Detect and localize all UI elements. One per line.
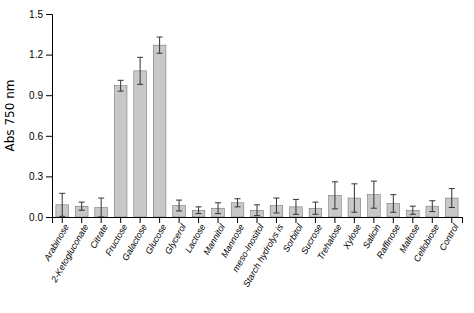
error-bar (79, 202, 85, 210)
x-tick-label: Starch hydrolys is (241, 222, 285, 289)
error-bar (390, 195, 396, 213)
x-tick-label: 2-Ketogluconate (49, 222, 91, 285)
error-bar (196, 207, 202, 214)
x-axis-line (53, 218, 463, 224)
error-bar (137, 57, 143, 84)
y-tick: 0.0 (29, 212, 52, 223)
y-tick-mark (46, 14, 52, 15)
error-bar (410, 206, 416, 214)
x-tick-label: Xylose (341, 222, 364, 251)
y-tick-mark (46, 176, 52, 177)
y-axis-title: Abs 750 nm (3, 80, 17, 152)
y-tick-mark (46, 55, 52, 56)
y-tick: 0.3 (29, 171, 52, 182)
x-tick: Trehalose (315, 217, 343, 261)
error-bar (215, 203, 221, 214)
error-bar (312, 202, 318, 214)
error-bar (59, 193, 65, 216)
y-tick: 0.9 (29, 90, 52, 101)
bar (114, 86, 127, 217)
x-tick-label: Galactose (120, 222, 149, 262)
error-bar (98, 198, 104, 217)
error-bar (273, 198, 279, 213)
x-tick: Galactose (120, 217, 149, 262)
error-bar (254, 205, 260, 216)
y-tick-label: 1.2 (29, 49, 43, 60)
error-bar (371, 181, 377, 208)
x-tick: Starch hydrolys is (241, 217, 285, 289)
x-tick-label: Control (437, 221, 461, 252)
y-tick: 1.5 (29, 9, 52, 20)
y-tick: 0.6 (29, 131, 52, 142)
x-tick-label: Trehalose (315, 222, 343, 261)
y-tick-label: 0.9 (29, 90, 43, 101)
error-bar (332, 182, 338, 209)
y-tick-mark (46, 136, 52, 137)
error-bar (293, 199, 299, 214)
x-tick-label: Cellobiose (411, 222, 441, 263)
y-tick-mark (46, 217, 52, 218)
chart: 0.0 0.3 0.6 0.9 1.2 1.5 Arabinose2-Ketoglucona… (0, 0, 474, 313)
x-tick: Control (437, 217, 461, 252)
error-bar (429, 201, 435, 212)
marks (56, 37, 458, 217)
x-tick: Cellobiose (411, 217, 441, 264)
y-tick-label: 0.0 (29, 212, 43, 223)
plot: 0.0 0.3 0.6 0.9 1.2 1.5 Arabinose2-Ketoglucona… (29, 9, 462, 289)
x-axis: Arabinose2-KetogluconateCitrateFructoseG… (42, 217, 463, 289)
y-tick-label: 1.5 (29, 9, 43, 20)
error-bar (235, 199, 241, 207)
error-bar (157, 37, 163, 53)
error-bar (118, 80, 124, 91)
error-bar (449, 189, 455, 208)
x-tick: 2-Ketogluconate (49, 217, 91, 285)
y-axis: 0.0 0.3 0.6 0.9 1.2 1.5 (29, 9, 52, 223)
x-tick-label: Raffinose (375, 222, 403, 260)
y-tick-mark (46, 95, 52, 96)
x-tick: Raffinose (375, 217, 403, 260)
error-bar (176, 200, 182, 211)
y-axis-line (46, 15, 53, 218)
y-tick-label: 0.3 (29, 171, 43, 182)
y-tick-label: 0.6 (29, 131, 43, 142)
bar (153, 45, 166, 217)
y-tick: 1.2 (29, 49, 52, 60)
error-bar (351, 184, 357, 212)
bar (134, 71, 147, 217)
x-tick: Xylose (341, 217, 364, 252)
